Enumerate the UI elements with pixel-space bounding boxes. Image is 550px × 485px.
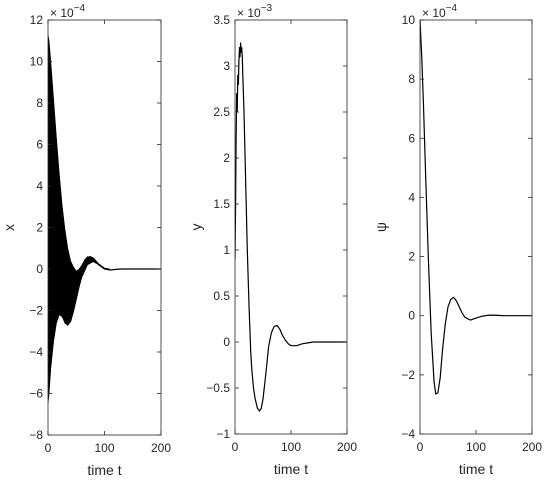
y-axis-label: y: [188, 224, 204, 231]
ytick-label: −2: [401, 368, 415, 382]
xtick-label: 0: [232, 440, 239, 454]
x-axis-label: time t: [87, 462, 121, 478]
ytick-label: 0: [36, 262, 43, 276]
ytick-label: 2: [408, 250, 415, 264]
ytick-label: 1: [223, 243, 230, 257]
ytick-label: 0: [408, 309, 415, 323]
ytick-label: 4: [408, 190, 415, 204]
panel-2: −1 −0.5 0 0.5 1 1.5 2 2.5 3 3.5 0 100 200 × 10−3 time …: [188, 3, 357, 477]
ytick-label: 12: [30, 13, 44, 27]
ytick-label: 2.5: [213, 105, 230, 119]
xtick-label: 200: [151, 441, 171, 455]
x-axis-label: time t: [274, 461, 308, 477]
xtick-label: 200: [337, 440, 357, 454]
ytick-label: 2: [223, 151, 230, 165]
ytick-label: −8: [29, 428, 43, 442]
ytick-label: 8: [36, 96, 43, 110]
ytick-label: −1: [216, 427, 230, 441]
exponent-label: × 10−3: [237, 3, 273, 20]
ytick-label: 10: [402, 13, 416, 27]
series-line-3: [420, 20, 532, 395]
ytick-label: 2: [36, 221, 43, 235]
ytick-label: 10: [30, 55, 44, 69]
ytick-label: 0: [223, 335, 230, 349]
ytick-label: 3.5: [213, 13, 230, 27]
ytick-label: 8: [408, 72, 415, 86]
oscillation-band-1: [48, 34, 111, 404]
xtick-label: 100: [94, 441, 114, 455]
series-line-1: [48, 226, 161, 326]
ytick-label: −4: [29, 345, 43, 359]
xtick-label: 100: [466, 440, 486, 454]
ytick-label: −2: [29, 304, 43, 318]
ytick-label: 0.5: [213, 289, 230, 303]
xtick-label: 0: [417, 440, 424, 454]
ytick-label: 3: [223, 59, 230, 73]
ytick-label: 6: [36, 138, 43, 152]
xtick-label: 200: [522, 440, 542, 454]
ytick-label: −0.5: [206, 381, 230, 395]
ytick-label: 6: [408, 131, 415, 145]
y-axis-label: ψ: [373, 222, 389, 232]
exponent-label: × 10−4: [422, 3, 458, 20]
ytick-label: 1.5: [213, 197, 230, 211]
y-axis-label: x: [1, 224, 17, 231]
ytick-label: −6: [29, 387, 43, 401]
ytick-label: −4: [401, 427, 415, 441]
xtick-label: 0: [45, 441, 52, 455]
series-line-2: [235, 42, 347, 412]
x-axis-label: time t: [459, 461, 493, 477]
exponent-label: × 10−4: [50, 3, 86, 20]
ytick-label: 4: [36, 179, 43, 193]
panel-1: −8 −6 −4 −2 0 2 4 6 8 10 12 0 100 200 × 10−4 time t x: [1, 3, 171, 478]
xtick-label: 100: [281, 440, 301, 454]
